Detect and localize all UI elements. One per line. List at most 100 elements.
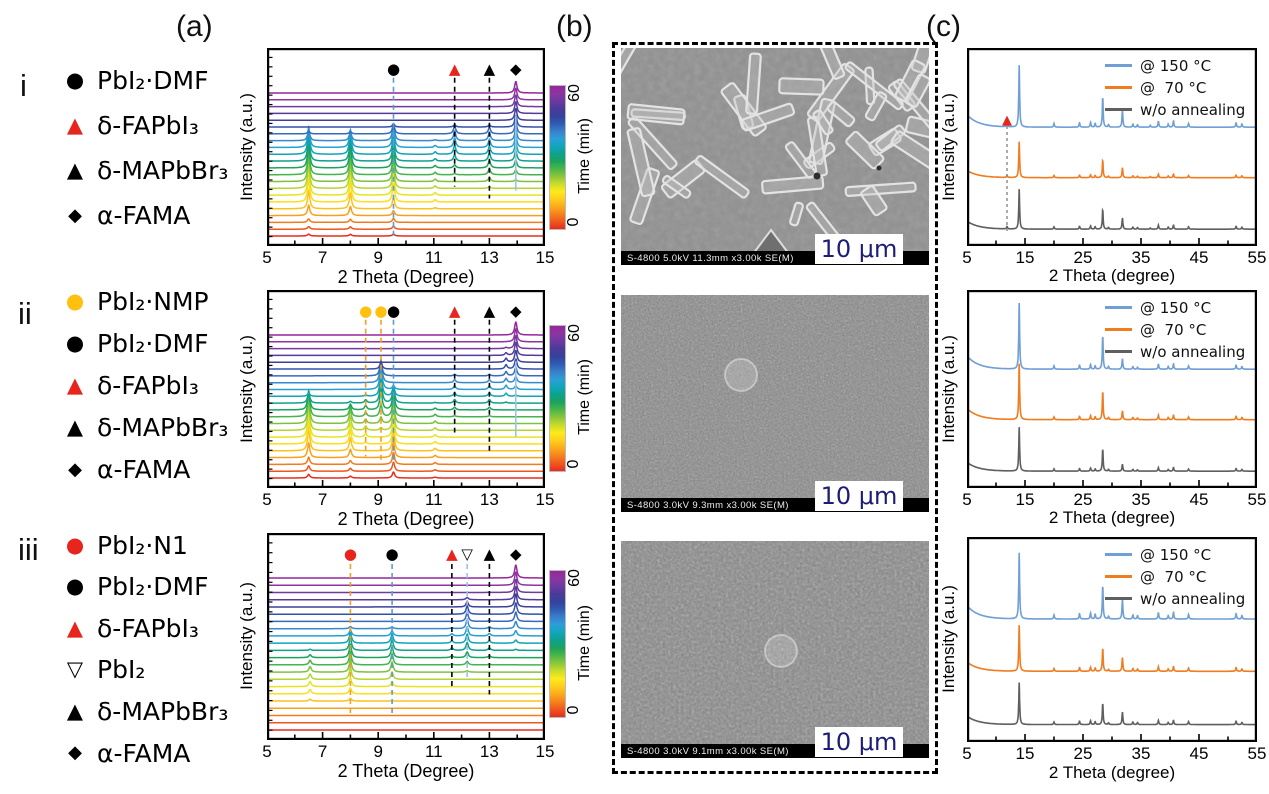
sem-crystal-rod [661, 174, 692, 199]
xrd-trace [267, 635, 545, 652]
xrd-trace [267, 217, 545, 224]
x-tick-label: 35 [1131, 248, 1151, 267]
x-tick-label: 35 [1131, 490, 1151, 509]
xrd-trace [267, 571, 545, 586]
xrd-trace-70c [967, 141, 1257, 179]
legend-item-label: PbI₂·N1 [97, 530, 188, 560]
xrd-annealing-plot-3 [967, 537, 1257, 742]
legend-label: @ 150 °C [1140, 56, 1212, 75]
triangle-phase-marker-icon: ▲ [449, 60, 461, 78]
legend-item: ▽ PbI₂ [60, 655, 145, 685]
diamond-phase-marker-icon: ◆ [510, 545, 522, 563]
diamond-phase-marker-icon: ◆ [510, 302, 522, 320]
legend-row: w/o annealing [1105, 589, 1245, 608]
circle-marker-icon: ● [65, 67, 85, 92]
x-axis-title: 2 Theta (Degree) [337, 761, 475, 781]
legend-item-label: PbI₂·DMF [97, 65, 209, 95]
sem-micrograph [621, 48, 929, 265]
legend-label: @ 70 °C [1140, 567, 1207, 586]
diamond-phase-marker-icon: ◆ [510, 60, 522, 78]
xrd-trace [267, 80, 545, 94]
sem-scale-box: 10 μm [815, 481, 903, 511]
x-axis-title: 2 Theta (Degree) [337, 267, 475, 287]
triangle-phase-marker-icon: ▲ [484, 302, 496, 320]
legend-line-swatch [1105, 64, 1132, 67]
legend-item-label: PbI₂ [97, 655, 146, 685]
xrd-trace [267, 87, 545, 101]
xrd-trace [267, 356, 545, 384]
legend-item-label: δ-FAPbI₃ [97, 110, 199, 140]
x-tick-label: 15 [1015, 744, 1035, 763]
triangle-marker-icon: ▲ [66, 112, 84, 137]
xrd-trace [267, 341, 545, 357]
legend-item: ● PbI₂·NMP [60, 286, 209, 316]
colorbar-axis-label: Time (min) [576, 359, 593, 435]
x-tick-label: 45 [1189, 248, 1209, 267]
sem-crystal-rod [844, 61, 904, 111]
xrd-trace [267, 625, 545, 637]
legend-item: ◆ α-FAMA [60, 455, 190, 485]
sem-crystal-rod [761, 175, 825, 195]
panel-c-label: (c) [926, 10, 961, 43]
xrd-trace [267, 630, 545, 644]
panel-a-label: (a) [176, 10, 213, 43]
x-tick-label: 13 [479, 742, 499, 761]
legend-line-swatch [1105, 306, 1132, 309]
chart-legend: @ 150 °C @ 70 °C w/o annealing [1105, 298, 1245, 361]
xrd-trace [267, 107, 545, 121]
x-tick-label: 11 [424, 490, 443, 509]
circle-marker-icon: ● [65, 574, 85, 599]
sem-crystal-rod [844, 181, 917, 197]
legend-line-swatch [1105, 328, 1132, 331]
sem-crystal-rod [621, 48, 642, 81]
sem-crystal-rod [778, 77, 825, 96]
xrd-trace [267, 564, 545, 579]
x-tick-label: 15 [1015, 490, 1035, 509]
xrd-trace [267, 124, 545, 149]
chart-legend: @ 150 °C @ 70 °C w/o annealing [1105, 56, 1245, 119]
triangle-phase-marker-icon: ▲ [449, 302, 461, 320]
row-label-i: i [20, 68, 27, 103]
diamond-marker-icon: ◆ [68, 204, 82, 226]
legend-item: ● PbI₂·N1 [60, 530, 188, 560]
xrd-annealing-chart-1: Intensity (a.u.) ▲ @ 150 °C @ 70 °C w/o an… [939, 48, 1266, 285]
x-tick-label: 13 [479, 490, 499, 509]
colorbar-min-label: 0 [565, 705, 582, 715]
xrd-trace [267, 358, 545, 370]
xrd-trace [267, 349, 545, 363]
legend-item: ● PbI₂·DMF [60, 65, 209, 95]
x-tick-label: 13 [479, 248, 499, 267]
legend-item-label: δ-FAPbI₃ [97, 370, 199, 400]
xrd-waterfall-chart-ii: Intensity (a.u.) ● ● ● ▲ ▲ ◆ 5 7 9 11 13 15 2 Thet… [237, 290, 554, 529]
legend-item: ▲ δ-FAPbI₃ [60, 613, 199, 643]
y-axis-label: Intensity (a.u.) [237, 335, 256, 443]
xrd-waterfall-plot-iii: ● ● ▲ ▽ ▲ ◆ [267, 533, 545, 740]
legend-item-label: α-FAMA [97, 738, 191, 768]
legend-item-label: δ-MAPbBr₃ [97, 413, 229, 443]
sem-image-ii: S-4800 3.0kV 9.3mm x3.00k SE(M) 10 μm [621, 295, 929, 512]
triangle-open-down-phase-marker-icon: ▽ [461, 545, 473, 563]
xrd-trace [267, 586, 545, 601]
time-colorbar-i: 60 Time (min) 0 [549, 84, 601, 230]
x-axis-ticks: 5 15 25 35 45 55 [962, 490, 1266, 510]
x-tick-label: 15 [535, 490, 555, 509]
circle-phase-marker-icon: ● [387, 302, 400, 320]
xrd-trace [267, 122, 545, 142]
legend-row: w/o annealing [1105, 342, 1245, 361]
legend-item-label: PbI₂·DMF [97, 572, 209, 602]
legend-row: w/o annealing [1105, 100, 1245, 119]
circle-marker-icon: ● [65, 532, 85, 557]
sem-crystal-rod [860, 185, 888, 217]
legend-row: @ 70 °C [1105, 320, 1245, 339]
colorbar-min-label: 0 [565, 217, 582, 227]
sem-info-text: S-4800 3.0kV 9.1mm x3.00k SE(M) [627, 745, 789, 757]
x-axis-ticks: 5 15 25 35 45 55 [962, 744, 1266, 764]
x-tick-label: 25 [1073, 744, 1093, 763]
xrd-trace [267, 403, 545, 432]
colorbar-gradient [549, 85, 566, 230]
sem-scale-box: 10 μm [815, 727, 903, 757]
xrd-trace [267, 154, 545, 183]
row-label-iii: iii [18, 532, 39, 567]
x-tick-label: 55 [1247, 248, 1267, 267]
x-axis-title: 2 Theta (Degree) [337, 509, 475, 529]
